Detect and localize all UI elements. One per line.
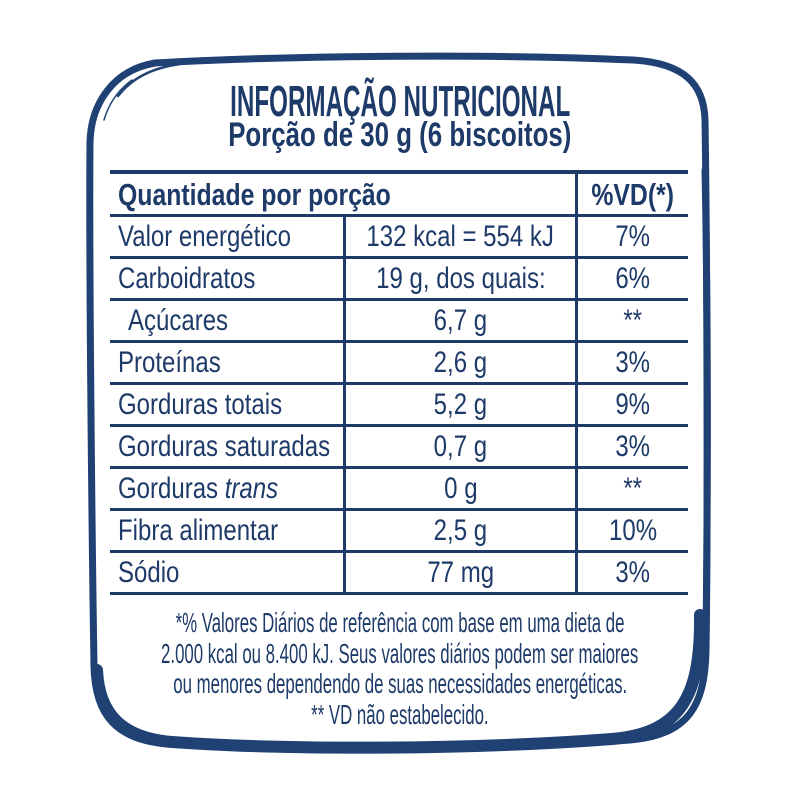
nutrient-vd-cell: 3% — [575, 427, 688, 466]
table-row: Gorduras saturadas 0,7 g 3% — [110, 427, 688, 469]
footnotes: *% Valores Diários de referência com bas… — [0, 607, 800, 730]
nutrient-name-cell: Sódio — [110, 553, 343, 592]
nutrient-value: 19 g, dos quais: — [375, 261, 546, 295]
nutrient-vd: ** — [623, 303, 643, 337]
nutrient-name-cell: Gorduras trans — [110, 469, 343, 508]
nutrient-value: 0,7 g — [433, 429, 488, 463]
nutrient-value: 132 kcal = 554 kJ — [366, 219, 555, 253]
label-title: INFORMAÇÃO NUTRICIONAL — [229, 77, 571, 126]
nutrient-vd-cell: 6% — [575, 259, 688, 298]
nutrient-vd-cell: 7% — [575, 217, 688, 256]
nutrient-vd: 3% — [615, 555, 651, 589]
nutrient-name: Gorduras totais — [118, 387, 283, 421]
table-row: Açúcares 6,7 g ** — [110, 301, 688, 343]
column-header-quantity: Quantidade por porção — [118, 176, 391, 212]
nutrient-value-cell: 2,5 g — [343, 511, 575, 550]
table-row: Proteínas 2,6 g 3% — [110, 343, 688, 385]
nutrient-vd: ** — [623, 471, 643, 505]
table-row: Gorduras totais 5,2 g 9% — [110, 385, 688, 427]
nutrient-name-cell: Fibra alimentar — [110, 511, 343, 550]
nutrient-name-cell: Proteínas — [110, 343, 343, 382]
label-title-row: INFORMAÇÃO NUTRICIONAL — [0, 80, 800, 124]
nutrient-name: Gorduras trans — [118, 471, 279, 505]
nutrient-vd: 3% — [615, 429, 651, 463]
table-body: Valor energético 132 kcal = 554 kJ 7% Ca… — [110, 217, 688, 595]
nutrient-value-cell: 77 mg — [343, 553, 575, 592]
nutrient-name-cell: Gorduras totais — [110, 385, 343, 424]
nutrient-name: Açúcares — [128, 303, 229, 337]
table-row: Gorduras trans 0 g ** — [110, 469, 688, 511]
nutrient-vd: 7% — [615, 219, 651, 253]
nutrient-name: Valor energético — [118, 219, 291, 253]
table-header-row: Quantidade por porção %VD(*) — [110, 170, 688, 217]
nutrient-value-cell: 0 g — [343, 469, 575, 508]
nutrient-value: 2,6 g — [433, 345, 488, 379]
nutrient-value: 77 mg — [427, 555, 494, 589]
column-header-vd: %VD(*) — [575, 174, 688, 214]
nutrient-vd: 9% — [615, 387, 651, 421]
nutrient-vd: 10% — [608, 513, 658, 547]
table-row: Fibra alimentar 2,5 g 10% — [110, 511, 688, 553]
nutrient-vd: 3% — [615, 345, 651, 379]
nutrient-value: 0 g — [443, 471, 478, 505]
nutrient-name-cell: Valor energético — [110, 217, 343, 256]
footnote-line: ou menores dependendo de suas necessidad… — [173, 668, 627, 699]
nutrient-name: Proteínas — [118, 345, 221, 379]
nutrient-value-cell: 0,7 g — [343, 427, 575, 466]
nutrient-value-cell: 5,2 g — [343, 385, 575, 424]
nutrient-vd-cell: ** — [575, 469, 688, 508]
nutrient-name: Gorduras saturadas — [118, 429, 331, 463]
table-row: Valor energético 132 kcal = 554 kJ 7% — [110, 217, 688, 259]
nutrient-value-cell: 132 kcal = 554 kJ — [343, 217, 575, 256]
nutrient-vd-cell: 3% — [575, 553, 688, 592]
nutrient-name: Fibra alimentar — [118, 513, 279, 547]
nutrient-vd-cell: 9% — [575, 385, 688, 424]
nutrient-vd-cell: 3% — [575, 343, 688, 382]
nutrient-name-cell: Gorduras saturadas — [110, 427, 343, 466]
table-row: Carboidratos 19 g, dos quais: 6% — [110, 259, 688, 301]
nutrient-value: 5,2 g — [433, 387, 488, 421]
nutrient-value: 6,7 g — [433, 303, 488, 337]
nutrient-value-cell: 6,7 g — [343, 301, 575, 340]
nutrient-vd: 6% — [615, 261, 651, 295]
footnote-line: ** VD não estabelecido. — [311, 698, 489, 730]
footnote-line: *% Valores Diários de referência com bas… — [175, 607, 625, 638]
nutrient-name-cell: Carboidratos — [110, 259, 343, 298]
table-row: Sódio 77 mg 3% — [110, 553, 688, 595]
nutrient-vd-cell: ** — [575, 301, 688, 340]
nutrient-value-cell: 2,6 g — [343, 343, 575, 382]
label-subtitle-row: Porção de 30 g (6 biscoitos) — [0, 118, 800, 152]
nutrient-value-cell: 19 g, dos quais: — [343, 259, 575, 298]
footnote-line: 2.000 kcal ou 8.400 kJ. Seus valores diá… — [161, 637, 639, 669]
nutrient-name: Sódio — [118, 555, 180, 589]
serving-size: Porção de 30 g (6 biscoitos) — [228, 116, 572, 154]
nutrient-name-cell: Açúcares — [110, 301, 343, 340]
nutrition-table: Quantidade por porção %VD(*) Valor energ… — [110, 170, 688, 595]
nutrient-vd-cell: 10% — [575, 511, 688, 550]
nutrient-value: 2,5 g — [433, 513, 488, 547]
nutrient-name: Carboidratos — [118, 261, 256, 295]
